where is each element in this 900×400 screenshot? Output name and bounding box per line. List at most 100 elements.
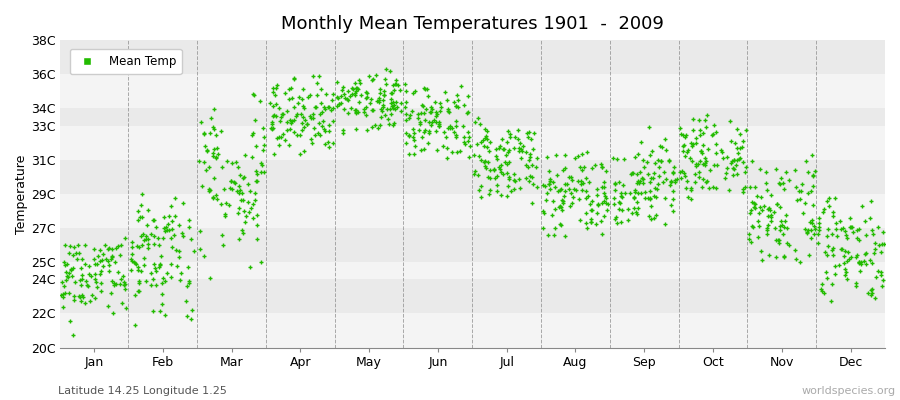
Point bbox=[686, 116, 700, 122]
Point bbox=[760, 187, 774, 193]
Point bbox=[771, 180, 786, 186]
Point bbox=[780, 225, 795, 232]
Point bbox=[383, 110, 398, 117]
Point bbox=[277, 89, 292, 96]
Point bbox=[806, 216, 820, 223]
Point bbox=[378, 76, 392, 82]
Point bbox=[764, 214, 778, 220]
Point bbox=[94, 258, 108, 265]
Point bbox=[462, 92, 476, 99]
Point bbox=[455, 123, 470, 130]
Point bbox=[417, 110, 431, 116]
Point bbox=[332, 101, 347, 107]
Point bbox=[425, 119, 439, 125]
Point bbox=[826, 245, 841, 252]
Point bbox=[456, 134, 471, 140]
Point bbox=[63, 242, 77, 249]
Point bbox=[214, 232, 229, 238]
Point bbox=[155, 301, 169, 307]
Point bbox=[239, 212, 254, 219]
Point bbox=[284, 118, 299, 124]
Point bbox=[528, 164, 543, 170]
Point bbox=[595, 164, 609, 170]
Point bbox=[594, 200, 608, 206]
Point bbox=[451, 96, 465, 103]
Y-axis label: Temperature: Temperature bbox=[15, 154, 28, 234]
Point bbox=[654, 158, 669, 164]
Point bbox=[552, 204, 566, 210]
Point bbox=[736, 186, 751, 192]
Point bbox=[472, 153, 486, 160]
Point bbox=[852, 260, 867, 266]
Point bbox=[164, 235, 178, 242]
Point bbox=[727, 140, 742, 146]
Point bbox=[722, 186, 736, 193]
Point bbox=[311, 73, 326, 80]
Point bbox=[214, 128, 229, 134]
Point bbox=[843, 215, 858, 221]
Point bbox=[683, 140, 698, 146]
Point bbox=[406, 90, 420, 96]
Point bbox=[651, 181, 665, 187]
Point bbox=[843, 224, 858, 230]
Point bbox=[399, 129, 413, 136]
Point bbox=[698, 162, 712, 168]
Point bbox=[165, 244, 179, 250]
Point bbox=[759, 168, 773, 175]
Point bbox=[478, 158, 492, 164]
Point bbox=[87, 276, 102, 282]
Point bbox=[365, 106, 380, 113]
Point bbox=[248, 117, 263, 124]
Point bbox=[101, 303, 115, 310]
Point bbox=[94, 268, 109, 274]
Point bbox=[64, 267, 78, 273]
Point bbox=[211, 151, 225, 158]
Point bbox=[560, 181, 574, 187]
Point bbox=[141, 240, 156, 247]
Point bbox=[75, 292, 89, 299]
Point bbox=[94, 280, 108, 286]
Point bbox=[346, 85, 361, 92]
Point bbox=[202, 188, 216, 194]
Point bbox=[645, 174, 660, 181]
Point bbox=[185, 306, 200, 313]
Point bbox=[374, 114, 388, 120]
Point bbox=[400, 117, 414, 123]
Point bbox=[556, 167, 571, 173]
Point bbox=[778, 218, 792, 224]
Point bbox=[437, 129, 452, 135]
Point bbox=[723, 117, 737, 124]
Point bbox=[347, 90, 362, 96]
Point bbox=[480, 164, 494, 171]
Point bbox=[238, 219, 252, 225]
Point bbox=[736, 159, 751, 165]
Point bbox=[563, 190, 578, 197]
Point bbox=[868, 246, 883, 253]
Point bbox=[820, 198, 834, 205]
Point bbox=[502, 176, 517, 182]
Point bbox=[870, 224, 885, 230]
Point bbox=[296, 86, 310, 92]
Point bbox=[793, 196, 807, 202]
Point bbox=[525, 174, 539, 180]
Point bbox=[82, 271, 96, 277]
Point bbox=[764, 218, 778, 224]
Point bbox=[630, 211, 644, 218]
Point bbox=[313, 86, 328, 92]
Point bbox=[86, 246, 101, 252]
Point bbox=[634, 175, 649, 181]
Point bbox=[243, 188, 257, 194]
Point bbox=[167, 194, 182, 201]
Point bbox=[677, 142, 691, 149]
Point bbox=[249, 171, 264, 177]
Point bbox=[146, 275, 160, 282]
Point bbox=[73, 294, 87, 300]
Point bbox=[349, 126, 364, 133]
Point bbox=[868, 240, 882, 246]
Point bbox=[622, 190, 636, 197]
Point bbox=[402, 112, 417, 118]
Point bbox=[124, 244, 139, 250]
Point bbox=[164, 202, 178, 209]
Point bbox=[292, 94, 307, 100]
Point bbox=[875, 283, 889, 289]
